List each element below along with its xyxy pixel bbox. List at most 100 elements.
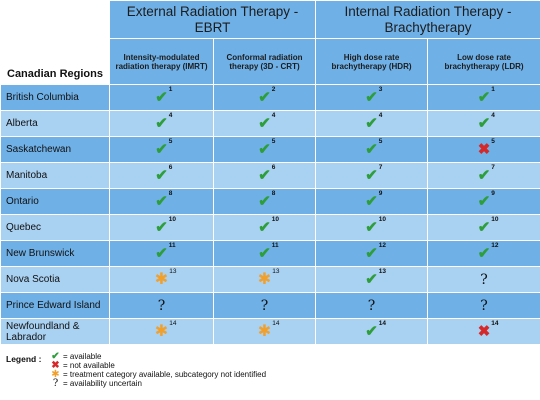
check-icon: ✔ 12 <box>477 241 499 262</box>
check-icon: ✔ 3 <box>365 85 383 106</box>
reference-number: 4 <box>271 111 276 119</box>
reference-number: 10 <box>378 215 387 223</box>
availability-cell: ✔ 10 <box>315 214 429 241</box>
availability-cell: ✔ 1 <box>427 84 540 111</box>
check-icon: ✔ 10 <box>477 215 499 236</box>
check-icon: ✔ 10 <box>365 215 387 236</box>
availability-cell: ? <box>109 292 214 319</box>
availability-cell: ? <box>427 266 540 293</box>
availability-cell: ✔ 13 <box>315 266 429 293</box>
availability-cell: ✔ 6 <box>109 162 214 189</box>
reference-number: 4 <box>491 111 495 119</box>
reference-number: 12 <box>378 241 387 249</box>
availability-cell: ? <box>427 292 540 319</box>
reference-number: 6 <box>168 163 173 171</box>
reference-number: 14 <box>491 319 499 327</box>
asterisk-icon: ✱ 14 <box>154 319 177 340</box>
check-icon: ✔ 1 <box>477 85 495 106</box>
region-name: Quebec <box>0 214 110 241</box>
reference-number: 9 <box>378 189 383 197</box>
check-icon: ✔ 6 <box>258 163 276 184</box>
availability-cell: ✱ 14 <box>109 318 214 345</box>
availability-cell: ✔ 5 <box>109 136 214 163</box>
column-header-hdr: High dose rate brachytherapy (HDR) <box>315 38 429 85</box>
availability-cell: ✔ 10 <box>212 214 317 241</box>
availability-cell: ✔ 12 <box>315 240 429 267</box>
region-column-header: Canadian Regions <box>0 38 110 85</box>
table-row: Quebec ✔ 10 ✔ 10 ✔ 10 ✔ 10 <box>0 214 540 241</box>
reference-number: 14 <box>378 319 387 327</box>
reference-number: 13 <box>272 267 280 275</box>
reference-number: 3 <box>378 85 383 93</box>
table-row: Ontario ✔ 8 ✔ 8 ✔ 9 ✔ 9 <box>0 188 540 215</box>
availability-cell: ✔ 7 <box>315 162 429 189</box>
check-icon: ✔ 4 <box>365 111 383 132</box>
column-header-row: Canadian Regions Intensity-modulated rad… <box>0 38 540 85</box>
availability-cell: ✔ 10 <box>427 214 540 241</box>
reference-number: 12 <box>491 241 499 249</box>
check-icon: ✔ 4 <box>155 111 173 132</box>
legend-text: = availability uncertain <box>63 379 142 388</box>
region-name: Alberta <box>0 110 110 137</box>
check-icon: ✔ 8 <box>155 189 173 210</box>
availability-cell: ✔ 4 <box>427 110 540 137</box>
reference-number: 11 <box>168 241 176 249</box>
check-icon: ✔ 2 <box>258 85 276 106</box>
cross-icon: ✖ <box>51 360 60 371</box>
legend: Legend : ✔ = available ✖ = not available ✱ = … <box>0 350 540 400</box>
check-icon: ✔ 4 <box>477 111 495 132</box>
legend-text: = treatment category available, subcateg… <box>63 370 267 379</box>
check-icon: ✔ 8 <box>258 189 276 210</box>
availability-cell: ✔ 4 <box>315 110 429 137</box>
availability-cell: ✔ 14 <box>315 318 429 345</box>
reference-number: 11 <box>271 241 279 249</box>
asterisk-icon: ✱ 13 <box>257 267 280 288</box>
reference-number: 14 <box>169 319 177 327</box>
region-name: British Columbia <box>0 84 110 111</box>
table-row: Prince Edward Island???? <box>0 292 540 319</box>
reference-number: 13 <box>378 267 387 275</box>
cross-icon: ✖ 5 <box>477 137 495 158</box>
legend-item: ✱ = treatment category available, subcate… <box>50 370 267 380</box>
availability-cell: ✔ 2 <box>212 84 317 111</box>
legend-item: ? = availability uncertain <box>50 379 266 389</box>
region-name: New Brunswick <box>0 240 110 267</box>
check-icon: ✔ 9 <box>365 189 383 210</box>
question-mark-icon: ? <box>157 297 166 314</box>
availability-cell: ✔ 5 <box>315 136 429 163</box>
reference-number: 6 <box>271 163 276 171</box>
availability-cell: ✔ 3 <box>315 84 429 111</box>
group-header-ebrt: External Radiation Therapy - EBRT <box>108 0 317 39</box>
legend-text: = available <box>63 352 102 361</box>
reference-number: 8 <box>168 189 173 197</box>
question-mark-icon: ? <box>367 297 376 314</box>
reference-number: 10 <box>491 215 499 223</box>
table-row: British Columbia ✔ 1 ✔ 2 ✔ 3 ✔ 1 <box>0 84 540 111</box>
availability-cell: ✱ 14 <box>212 318 317 345</box>
table-row: Nova Scotia ✱ 13 ✱ 13 ✔ 13? <box>0 266 540 293</box>
check-icon: ✔ 4 <box>258 111 276 132</box>
question-mark-icon: ? <box>260 297 269 314</box>
table-row: New Brunswick ✔ 11 ✔ 11 ✔ 12 ✔ 12 <box>0 240 540 267</box>
table-row: Manitoba ✔ 6 ✔ 6 ✔ 7 ✔ 7 <box>0 162 540 189</box>
check-icon: ✔ 13 <box>365 267 387 288</box>
table-row: Newfoundland & Labrador ✱ 14 ✱ 14 ✔ 14 ✖ 14 <box>0 318 540 345</box>
reference-number: 9 <box>491 189 495 197</box>
question-mark-icon: ? <box>480 271 488 288</box>
availability-cell: ✱ 13 <box>109 266 214 293</box>
table-row: Alberta ✔ 4 ✔ 4 ✔ 4 ✔ 4 <box>0 110 540 137</box>
reference-number: 4 <box>168 111 173 119</box>
check-icon: ✔ 5 <box>365 137 383 158</box>
reference-number: 10 <box>168 215 177 223</box>
check-icon: ✔ 7 <box>365 163 383 184</box>
check-icon: ✔ 10 <box>258 215 280 236</box>
availability-cell: ✔ 5 <box>212 136 317 163</box>
check-icon: ✔ 11 <box>155 241 176 262</box>
availability-cell: ✔ 4 <box>109 110 214 137</box>
reference-number: 10 <box>271 215 280 223</box>
table-row: Saskatchewan ✔ 5 ✔ 5 ✔ 5 ✖ 5 <box>0 136 540 163</box>
reference-number: 14 <box>272 319 280 327</box>
availability-cell: ? <box>212 292 317 319</box>
legend-list: ✔ = available ✖ = not available ✱ = treatment… <box>50 352 267 389</box>
check-icon: ✔ 5 <box>258 137 276 158</box>
